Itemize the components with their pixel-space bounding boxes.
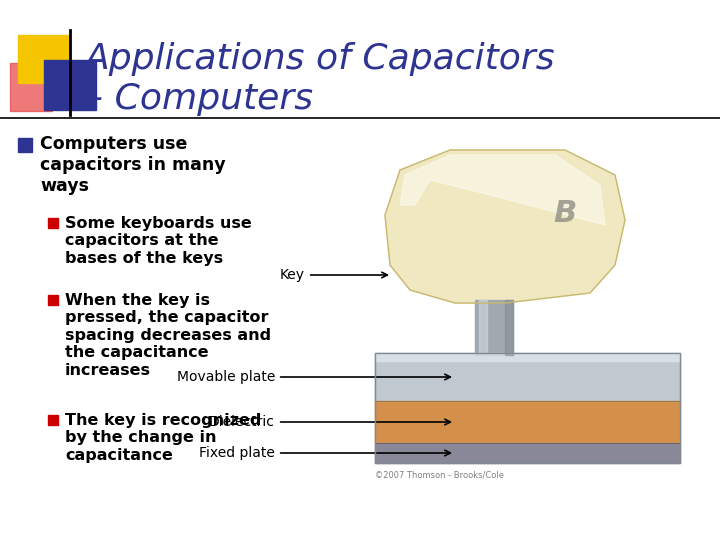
Text: Key: Key [280,268,387,282]
Bar [18,35,70,83]
Polygon shape [385,150,625,303]
Text: Movable plate: Movable plate [176,370,451,384]
Text: ©2007 Thomson - Brooks/Cole: ©2007 Thomson - Brooks/Cole [375,470,504,479]
Text: B: B [554,199,577,227]
Text: – Computers: – Computers [85,82,313,116]
Bar [44,60,96,110]
Polygon shape [400,155,605,225]
Text: Computers use
capacitors in many
ways: Computers use capacitors in many ways [40,135,225,194]
Bar [475,300,513,355]
Bar [48,295,58,305]
Bar [48,415,58,425]
Bar [505,300,513,355]
Text: Fixed plate: Fixed plate [199,446,451,460]
Bar [375,401,680,443]
Bar [375,353,680,401]
Bar [375,353,680,463]
Text: Dielectric: Dielectric [209,415,451,429]
Text: When the key is
pressed, the capacitor
spacing decreases and
the capacitance
inc: When the key is pressed, the capacitor s… [65,293,271,377]
Bar [18,138,32,152]
Bar [375,353,680,401]
Bar [375,401,680,443]
Bar [10,63,52,111]
Text: Some keyboards use
capacitors at the
bases of the keys: Some keyboards use capacitors at the bas… [65,216,252,266]
Text: The key is recognized
by the change in
capacitance: The key is recognized by the change in c… [65,413,261,463]
Bar [375,443,680,463]
Text: Applications of Capacitors: Applications of Capacitors [85,42,556,76]
Bar [375,443,680,463]
Bar [479,300,487,355]
Bar [375,353,680,361]
Bar [48,218,58,228]
